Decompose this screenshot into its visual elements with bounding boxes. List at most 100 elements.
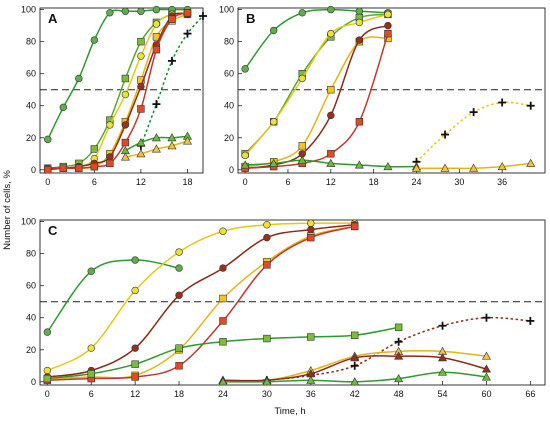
y-tick-label: 40 xyxy=(26,313,36,323)
circle-marker xyxy=(327,5,335,14)
square-marker xyxy=(137,105,145,113)
square-marker xyxy=(327,150,335,158)
circle-marker xyxy=(121,121,130,129)
y-tick-label: 20 xyxy=(26,133,36,143)
circle-marker xyxy=(106,153,114,161)
x-tick-label: 36 xyxy=(306,389,316,399)
triangle-marker xyxy=(394,351,404,360)
square-marker xyxy=(183,9,192,17)
cross-marker xyxy=(438,321,447,330)
cross-marker xyxy=(167,56,176,65)
triangle-marker xyxy=(411,163,421,172)
y-tick-label: 20 xyxy=(26,345,36,355)
x-tick-label: 30 xyxy=(454,177,464,187)
data-series-triangle xyxy=(411,158,536,172)
y-tick-label: 40 xyxy=(224,101,234,111)
cross-marker xyxy=(526,101,535,110)
circle-marker xyxy=(137,52,145,60)
circle-marker xyxy=(43,366,52,375)
cross-marker xyxy=(350,361,359,370)
triangle-marker xyxy=(218,377,228,386)
x-tick-label: 42 xyxy=(350,389,360,399)
circle-marker xyxy=(355,18,364,27)
circle-marker xyxy=(269,118,278,126)
triangle-marker xyxy=(481,372,491,381)
x-tick-label: 30 xyxy=(262,389,272,399)
circle-marker xyxy=(307,225,315,234)
triangle-marker xyxy=(306,375,316,384)
cross-marker xyxy=(498,98,507,107)
cross-marker xyxy=(482,313,491,322)
square-marker xyxy=(75,164,83,172)
series-curve xyxy=(46,259,180,333)
square-marker xyxy=(263,261,271,269)
square-marker xyxy=(121,74,130,83)
y-tick-label: 100 xyxy=(21,5,36,15)
data-series-square xyxy=(44,9,192,174)
triangle-marker xyxy=(526,158,536,167)
square-marker xyxy=(351,331,359,340)
square-marker xyxy=(219,317,227,325)
x-tick-label: 6 xyxy=(285,177,290,187)
circle-marker xyxy=(152,20,161,28)
square-marker xyxy=(355,118,364,126)
square-marker xyxy=(394,323,403,332)
triangle-marker xyxy=(394,373,404,383)
circle-marker xyxy=(152,5,161,14)
circle-marker xyxy=(175,264,183,272)
square-marker xyxy=(307,233,315,242)
triangle-marker xyxy=(136,137,146,147)
circle-marker xyxy=(298,74,306,83)
square-marker xyxy=(121,138,130,147)
triangle-marker xyxy=(182,136,192,145)
circle-marker xyxy=(175,248,183,256)
circle-marker xyxy=(121,7,130,15)
data-series-circle xyxy=(43,256,183,336)
triangle-marker xyxy=(269,158,279,167)
cross-marker xyxy=(394,337,403,346)
square-marker xyxy=(131,373,139,381)
y-tick-label: 40 xyxy=(26,101,36,111)
cross-marker xyxy=(199,12,207,21)
square-marker xyxy=(263,334,271,343)
y-tick-label: 60 xyxy=(26,281,36,291)
triangle-marker xyxy=(438,353,448,362)
data-series-circle xyxy=(241,5,392,73)
circle-marker xyxy=(219,264,227,272)
cross-marker xyxy=(441,130,450,139)
y-axis-label: Number of cells, % xyxy=(2,170,13,250)
circle-marker xyxy=(307,219,315,227)
circle-marker xyxy=(384,10,392,19)
square-marker xyxy=(175,362,183,370)
cross-marker xyxy=(526,316,535,325)
y-tick-label: 20 xyxy=(224,133,234,143)
triangle-marker xyxy=(167,141,177,150)
circle-marker xyxy=(327,111,335,120)
x-tick-label: 12 xyxy=(130,389,140,399)
circle-marker xyxy=(121,90,130,99)
x-tick-label: 12 xyxy=(326,177,336,187)
y-tick-label: 0 xyxy=(31,165,36,175)
circle-marker xyxy=(298,9,306,17)
triangle-marker xyxy=(469,163,479,172)
x-tick-label: 24 xyxy=(218,389,228,399)
square-marker xyxy=(90,162,99,171)
circle-marker xyxy=(384,21,392,30)
panel-a: 0 20 40 60 80 100 0 6 12 18 A xyxy=(21,5,207,187)
data-series-circle xyxy=(43,219,359,375)
series-curve xyxy=(47,224,355,378)
square-marker xyxy=(106,159,114,168)
circle-marker xyxy=(327,29,335,38)
triangle-marker xyxy=(297,155,307,164)
triangle-marker xyxy=(136,149,146,158)
data-series-triangle xyxy=(120,131,192,155)
triangle-marker xyxy=(354,160,364,169)
triangle-marker xyxy=(440,163,450,172)
triangle-marker xyxy=(383,161,393,171)
panel-label: C xyxy=(48,223,58,238)
circle-marker xyxy=(131,344,139,352)
circle-marker xyxy=(241,65,249,73)
triangle-marker xyxy=(438,367,448,376)
square-marker xyxy=(87,370,95,378)
